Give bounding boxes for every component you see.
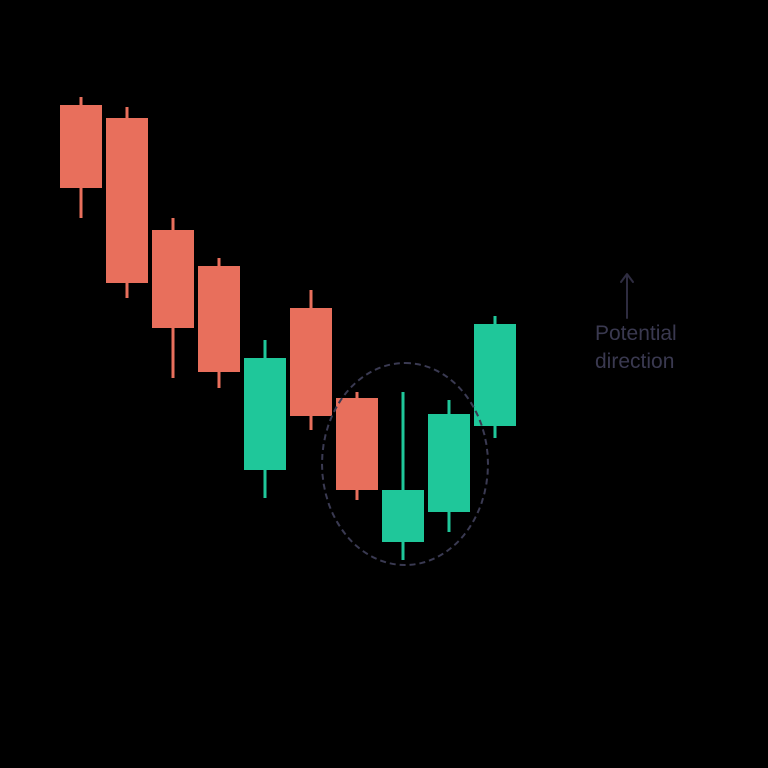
candle-9: [474, 0, 516, 768]
up-arrow-icon: [617, 268, 637, 322]
candle-body: [290, 308, 332, 416]
annotation-label: Potentialdirection: [595, 320, 677, 377]
candle-0: [60, 0, 102, 768]
candle-body: [244, 358, 286, 470]
candle-body: [152, 230, 194, 328]
annotation-line-1: Potential: [595, 320, 677, 348]
candle-body: [106, 118, 148, 283]
candle-1: [106, 0, 148, 768]
candlestick-chart: Potentialdirection: [0, 0, 768, 768]
candle-5: [290, 0, 332, 768]
candle-body: [474, 324, 516, 426]
candle-body: [60, 105, 102, 188]
annotation-line-2: direction: [595, 348, 677, 376]
pattern-highlight-ellipse: [321, 362, 489, 566]
candle-3: [198, 0, 240, 768]
candle-4: [244, 0, 286, 768]
candle-body: [198, 266, 240, 372]
candle-2: [152, 0, 194, 768]
